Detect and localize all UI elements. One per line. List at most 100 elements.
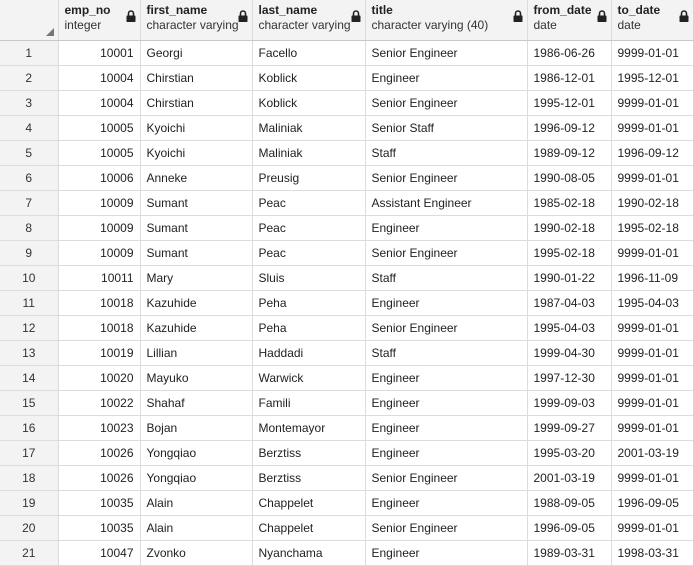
cell-last-name[interactable]: Berztiss	[252, 440, 366, 466]
cell-title[interactable]: Engineer	[365, 415, 528, 441]
row-number[interactable]: 15	[0, 390, 59, 416]
cell-from-date[interactable]: 1986-06-26	[527, 40, 612, 66]
cell-to-date[interactable]: 1995-04-03	[611, 290, 693, 316]
cell-title[interactable]: Senior Engineer	[365, 315, 528, 341]
cell-emp-no[interactable]: 10035	[58, 515, 141, 541]
cell-from-date[interactable]: 2001-03-19	[527, 465, 612, 491]
cell-last-name[interactable]: Preusig	[252, 165, 366, 191]
cell-from-date[interactable]: 1996-09-12	[527, 115, 612, 141]
cell-to-date[interactable]: 9999-01-01	[611, 465, 693, 491]
cell-title[interactable]: Engineer	[365, 440, 528, 466]
cell-from-date[interactable]: 1995-03-20	[527, 440, 612, 466]
table-row[interactable]: 3 10004 Chirstian Koblick Senior Engineer 199…	[0, 90, 693, 116]
cell-first-name[interactable]: Kyoichi	[140, 140, 253, 166]
cell-emp-no[interactable]: 10026	[58, 440, 141, 466]
cell-first-name[interactable]: Anneke	[140, 165, 253, 191]
cell-first-name[interactable]: Kazuhide	[140, 290, 253, 316]
cell-emp-no[interactable]: 10023	[58, 415, 141, 441]
cell-from-date[interactable]: 1999-04-30	[527, 340, 612, 366]
row-number[interactable]: 2	[0, 65, 59, 91]
cell-first-name[interactable]: Alain	[140, 490, 253, 516]
cell-emp-no[interactable]: 10020	[58, 365, 141, 391]
cell-from-date[interactable]: 1990-02-18	[527, 215, 612, 241]
row-number[interactable]: 19	[0, 490, 59, 516]
cell-to-date[interactable]: 1998-03-31	[611, 540, 693, 566]
cell-emp-no[interactable]: 10005	[58, 140, 141, 166]
cell-first-name[interactable]: Sumant	[140, 240, 253, 266]
cell-to-date[interactable]: 9999-01-01	[611, 90, 693, 116]
cell-last-name[interactable]: Peac	[252, 190, 366, 216]
cell-title[interactable]: Senior Engineer	[365, 40, 528, 66]
cell-first-name[interactable]: Sumant	[140, 215, 253, 241]
cell-last-name[interactable]: Chappelet	[252, 490, 366, 516]
cell-emp-no[interactable]: 10026	[58, 465, 141, 491]
cell-title[interactable]: Engineer	[365, 490, 528, 516]
table-row[interactable]: 2 10004 Chirstian Koblick Engineer 1986-12-01…	[0, 65, 693, 91]
cell-first-name[interactable]: Zvonko	[140, 540, 253, 566]
cell-from-date[interactable]: 1999-09-03	[527, 390, 612, 416]
cell-first-name[interactable]: Mayuko	[140, 365, 253, 391]
cell-from-date[interactable]: 1995-04-03	[527, 315, 612, 341]
cell-from-date[interactable]: 1989-09-12	[527, 140, 612, 166]
cell-from-date[interactable]: 1986-12-01	[527, 65, 612, 91]
cell-to-date[interactable]: 9999-01-01	[611, 515, 693, 541]
cell-last-name[interactable]: Peac	[252, 215, 366, 241]
cell-to-date[interactable]: 1996-09-05	[611, 490, 693, 516]
table-row[interactable]: 7 10009 Sumant Peac Assistant Engineer 1985-0…	[0, 190, 693, 216]
cell-title[interactable]: Senior Engineer	[365, 165, 528, 191]
row-number[interactable]: 10	[0, 265, 59, 291]
cell-emp-no[interactable]: 10006	[58, 165, 141, 191]
row-number[interactable]: 12	[0, 315, 59, 341]
cell-from-date[interactable]: 1999-09-27	[527, 415, 612, 441]
cell-last-name[interactable]: Sluis	[252, 265, 366, 291]
cell-emp-no[interactable]: 10001	[58, 40, 141, 66]
cell-to-date[interactable]: 1995-12-01	[611, 65, 693, 91]
cell-title[interactable]: Engineer	[365, 540, 528, 566]
row-number[interactable]: 21	[0, 540, 59, 566]
cell-to-date[interactable]: 9999-01-01	[611, 165, 693, 191]
cell-from-date[interactable]: 1995-12-01	[527, 90, 612, 116]
cell-first-name[interactable]: Lillian	[140, 340, 253, 366]
table-row[interactable]: 11 10018 Kazuhide Peha Engineer 1987-04-03 199…	[0, 290, 693, 316]
cell-emp-no[interactable]: 10004	[58, 90, 141, 116]
row-number[interactable]: 18	[0, 465, 59, 491]
cell-to-date[interactable]: 1996-09-12	[611, 140, 693, 166]
cell-first-name[interactable]: Yongqiao	[140, 440, 253, 466]
cell-last-name[interactable]: Nyanchama	[252, 540, 366, 566]
row-number[interactable]: 5	[0, 140, 59, 166]
cell-title[interactable]: Engineer	[365, 65, 528, 91]
cell-to-date[interactable]: 2001-03-19	[611, 440, 693, 466]
cell-title[interactable]: Staff	[365, 340, 528, 366]
cell-from-date[interactable]: 1987-04-03	[527, 290, 612, 316]
row-number[interactable]: 6	[0, 165, 59, 191]
cell-first-name[interactable]: Georgi	[140, 40, 253, 66]
cell-to-date[interactable]: 1996-11-09	[611, 265, 693, 291]
cell-to-date[interactable]: 9999-01-01	[611, 240, 693, 266]
cell-from-date[interactable]: 1990-08-05	[527, 165, 612, 191]
column-header-to-date[interactable]: to_date date	[611, 0, 693, 41]
cell-title[interactable]: Senior Engineer	[365, 240, 528, 266]
select-all-corner[interactable]	[0, 0, 59, 41]
cell-title[interactable]: Senior Engineer	[365, 90, 528, 116]
table-row[interactable]: 12 10018 Kazuhide Peha Senior Engineer 1995-0…	[0, 315, 693, 341]
cell-first-name[interactable]: Kyoichi	[140, 115, 253, 141]
cell-title[interactable]: Assistant Engineer	[365, 190, 528, 216]
table-row[interactable]: 9 10009 Sumant Peac Senior Engineer 1995-02-1…	[0, 240, 693, 266]
cell-from-date[interactable]: 1990-01-22	[527, 265, 612, 291]
row-number[interactable]: 7	[0, 190, 59, 216]
table-row[interactable]: 15 10022 Shahaf Famili Engineer 1999-09-03 999…	[0, 390, 693, 416]
column-header-title[interactable]: title character varying (40)	[365, 0, 528, 41]
cell-title[interactable]: Engineer	[365, 215, 528, 241]
cell-first-name[interactable]: Alain	[140, 515, 253, 541]
cell-last-name[interactable]: Maliniak	[252, 115, 366, 141]
cell-first-name[interactable]: Mary	[140, 265, 253, 291]
cell-first-name[interactable]: Shahaf	[140, 390, 253, 416]
row-number[interactable]: 4	[0, 115, 59, 141]
cell-title[interactable]: Senior Staff	[365, 115, 528, 141]
cell-last-name[interactable]: Famili	[252, 390, 366, 416]
cell-to-date[interactable]: 9999-01-01	[611, 340, 693, 366]
cell-last-name[interactable]: Warwick	[252, 365, 366, 391]
cell-emp-no[interactable]: 10018	[58, 290, 141, 316]
cell-first-name[interactable]: Sumant	[140, 190, 253, 216]
cell-last-name[interactable]: Maliniak	[252, 140, 366, 166]
